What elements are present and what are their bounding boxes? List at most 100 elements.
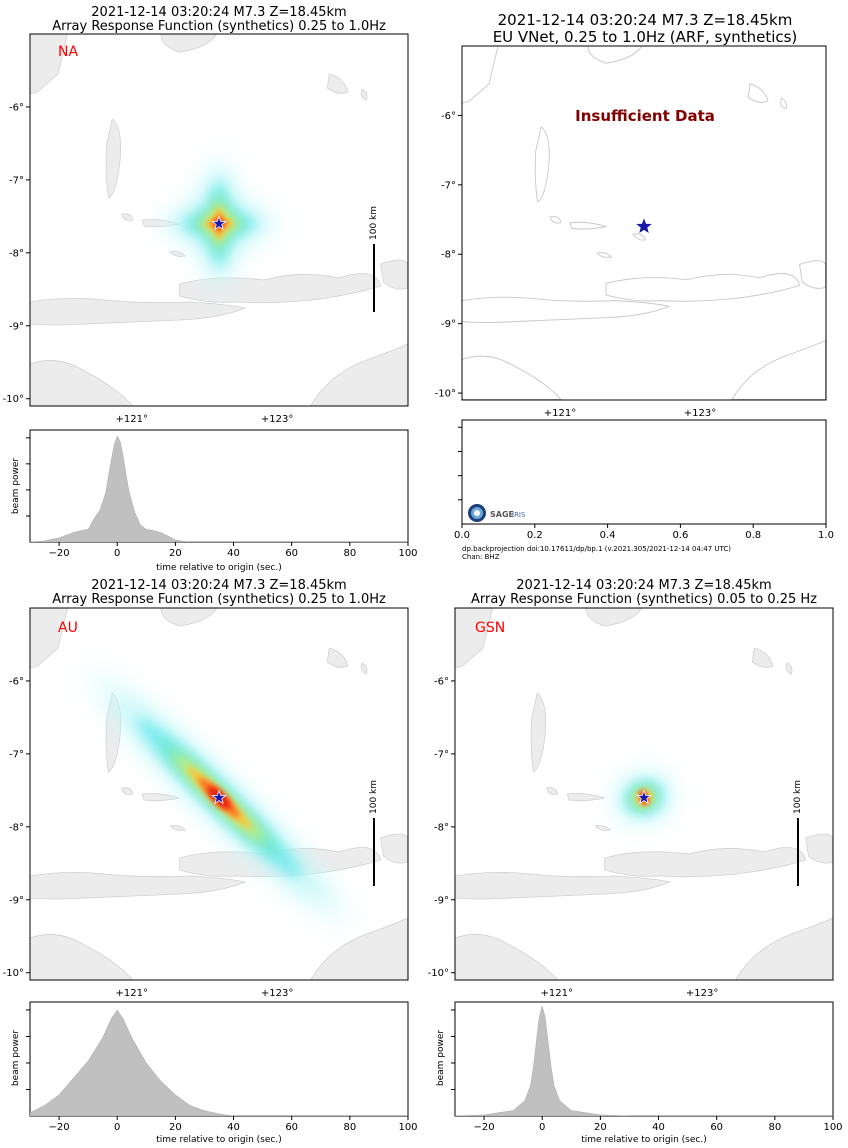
x-tick-label: 0.0 bbox=[454, 530, 470, 541]
beam-gsn-x-ticks: −20 0 20 40 60 80 100 bbox=[474, 1116, 843, 1133]
sage-iris-logo: SAGE IRIS bbox=[468, 504, 526, 522]
epicenter-star bbox=[636, 789, 652, 805]
beam-eu-x-ticks: 0.0 0.2 0.4 0.6 0.8 1.0 bbox=[454, 524, 834, 541]
x-tick-label: 80 bbox=[343, 1122, 356, 1133]
x-tick-label: 0.2 bbox=[527, 530, 543, 541]
y-tick-label: -8° bbox=[9, 822, 24, 833]
y-tick-label: -7° bbox=[434, 749, 449, 760]
x-tick-label: 60 bbox=[710, 1122, 723, 1133]
map-au-title-line1: 2021-12-14 03:20:24 M7.3 Z=18.45km bbox=[91, 578, 346, 593]
y-tick-label: -6° bbox=[434, 676, 449, 687]
map-na-title-line2: Array Response Function (synthetics) 0.2… bbox=[52, 19, 386, 34]
svg-text:SAGE: SAGE bbox=[490, 510, 514, 519]
x-tick-label: 100 bbox=[823, 1122, 842, 1133]
y-tick-label: -9° bbox=[441, 319, 456, 330]
x-tick-label: 0 bbox=[114, 1122, 120, 1133]
x-tick-label: 100 bbox=[398, 548, 417, 559]
beam-gsn-ylabel: beam power bbox=[436, 1030, 446, 1087]
map-eu-panel: 2021-12-14 03:20:24 M7.3 Z=18.45km EU VN… bbox=[435, 11, 827, 419]
y-tick-label: -7° bbox=[9, 749, 24, 760]
map-au-y-ticks: -6° -7° -8° -9° -10° bbox=[3, 676, 30, 979]
svg-text:100 km: 100 km bbox=[793, 780, 803, 814]
y-tick-label: -10° bbox=[428, 968, 449, 979]
x-tick-label: 1.0 bbox=[818, 530, 834, 541]
epicenter-star bbox=[211, 789, 227, 805]
x-tick-label: −20 bbox=[474, 1122, 495, 1133]
map-gsn-scale-bar: 100 km bbox=[793, 780, 803, 886]
x-tick-label: 20 bbox=[169, 548, 182, 559]
map-na-x-ticks: +121° +123° bbox=[116, 414, 294, 425]
map-na-panel: 2021-12-14 03:20:24 M7.3 Z=18.45km Array… bbox=[3, 5, 409, 425]
y-tick-label: -7° bbox=[9, 175, 24, 186]
map-au-title-line2: Array Response Function (synthetics) 0.2… bbox=[52, 592, 386, 607]
x-tick-label: 80 bbox=[768, 1122, 781, 1133]
x-tick-label: +121° bbox=[116, 988, 148, 999]
x-tick-label: 80 bbox=[343, 548, 356, 559]
y-tick-label: -10° bbox=[435, 389, 456, 400]
beam-au-panel: −20 0 20 40 60 80 100 beam power time relative… bbox=[11, 1001, 418, 1145]
beam-au-ylabel: beam power bbox=[11, 1030, 21, 1087]
y-tick-label: -8° bbox=[441, 250, 456, 261]
beam-na-xlabel: time relative to origin (sec.) bbox=[156, 563, 281, 573]
beam-gsn-area bbox=[455, 1005, 833, 1116]
map-gsn-panel: 2021-12-14 03:20:24 M7.3 Z=18.45km Array… bbox=[428, 578, 834, 999]
x-tick-label: −20 bbox=[49, 548, 70, 559]
x-tick-label: 60 bbox=[285, 1122, 298, 1133]
x-tick-label: +123° bbox=[684, 408, 716, 419]
x-tick-label: +121° bbox=[116, 414, 148, 425]
x-tick-label: 0.6 bbox=[672, 530, 688, 541]
map-gsn-y-ticks: -6° -7° -8° -9° -10° bbox=[428, 676, 455, 979]
map-na-epicenter-star bbox=[211, 215, 227, 231]
x-tick-label: 20 bbox=[594, 1122, 607, 1133]
y-tick-label: -6° bbox=[441, 111, 456, 122]
svg-text:100 km: 100 km bbox=[369, 206, 379, 240]
y-tick-label: -6° bbox=[9, 102, 24, 113]
map-eu-epicenter-star bbox=[636, 218, 652, 234]
epicenter-star bbox=[211, 215, 227, 231]
x-tick-label: +121° bbox=[541, 988, 573, 999]
map-na-scale-bar: 100 km bbox=[369, 206, 379, 312]
x-tick-label: +123° bbox=[261, 414, 293, 425]
map-na-y-ticks: -6° -7° -8° -9° -10° bbox=[3, 102, 30, 405]
beam-au-xlabel: time relative to origin (sec.) bbox=[156, 1135, 281, 1145]
footer-channel: Chan: BHZ bbox=[462, 553, 500, 561]
y-tick-label: -7° bbox=[441, 180, 456, 191]
x-tick-label: 60 bbox=[285, 548, 298, 559]
map-eu-y-ticks: -6° -7° -8° -9° -10° bbox=[435, 111, 462, 400]
x-tick-label: 100 bbox=[398, 1122, 417, 1133]
beam-na-ylabel: beam power bbox=[11, 458, 21, 515]
beam-na-area bbox=[30, 435, 408, 542]
y-tick-label: -9° bbox=[9, 895, 24, 906]
map-au-x-ticks: +121° +123° bbox=[116, 988, 294, 999]
x-tick-label: +123° bbox=[686, 988, 718, 999]
map-gsn-x-ticks: +121° +123° bbox=[541, 988, 719, 999]
map-eu-title-line1: 2021-12-14 03:20:24 M7.3 Z=18.45km bbox=[498, 11, 793, 29]
x-tick-label: 0.4 bbox=[600, 530, 616, 541]
x-tick-label: 40 bbox=[227, 548, 240, 559]
y-tick-label: -9° bbox=[434, 895, 449, 906]
x-tick-label: 40 bbox=[227, 1122, 240, 1133]
x-tick-label: 0 bbox=[114, 548, 120, 559]
map-gsn-array-label: GSN bbox=[475, 620, 505, 636]
beam-gsn-xlabel: time relative to origin (sec.) bbox=[581, 1135, 706, 1145]
map-au-scale-bar: 100 km bbox=[369, 780, 379, 886]
x-tick-label: +121° bbox=[544, 408, 576, 419]
svg-text:IRIS: IRIS bbox=[512, 511, 526, 519]
y-tick-label: -8° bbox=[434, 822, 449, 833]
beam-au-area bbox=[30, 1009, 408, 1116]
map-na-array-label: NA bbox=[58, 44, 78, 60]
x-tick-label: 20 bbox=[169, 1122, 182, 1133]
y-tick-label: -8° bbox=[9, 248, 24, 259]
x-tick-label: 0.8 bbox=[745, 530, 761, 541]
y-tick-label: -10° bbox=[3, 394, 24, 405]
x-tick-label: 40 bbox=[652, 1122, 665, 1133]
map-eu-title-line2: EU VNet, 0.25 to 1.0Hz (ARF, synthetics) bbox=[493, 28, 798, 46]
beam-au-x-ticks: −20 0 20 40 60 80 100 bbox=[49, 1116, 418, 1133]
beam-na-x-ticks: −20 0 20 40 60 80 100 bbox=[49, 542, 418, 559]
x-tick-label: −20 bbox=[49, 1122, 70, 1133]
y-tick-label: -6° bbox=[9, 676, 24, 687]
y-tick-label: -10° bbox=[3, 968, 24, 979]
svg-text:100 km: 100 km bbox=[369, 780, 379, 814]
map-au-array-label: AU bbox=[58, 620, 78, 636]
